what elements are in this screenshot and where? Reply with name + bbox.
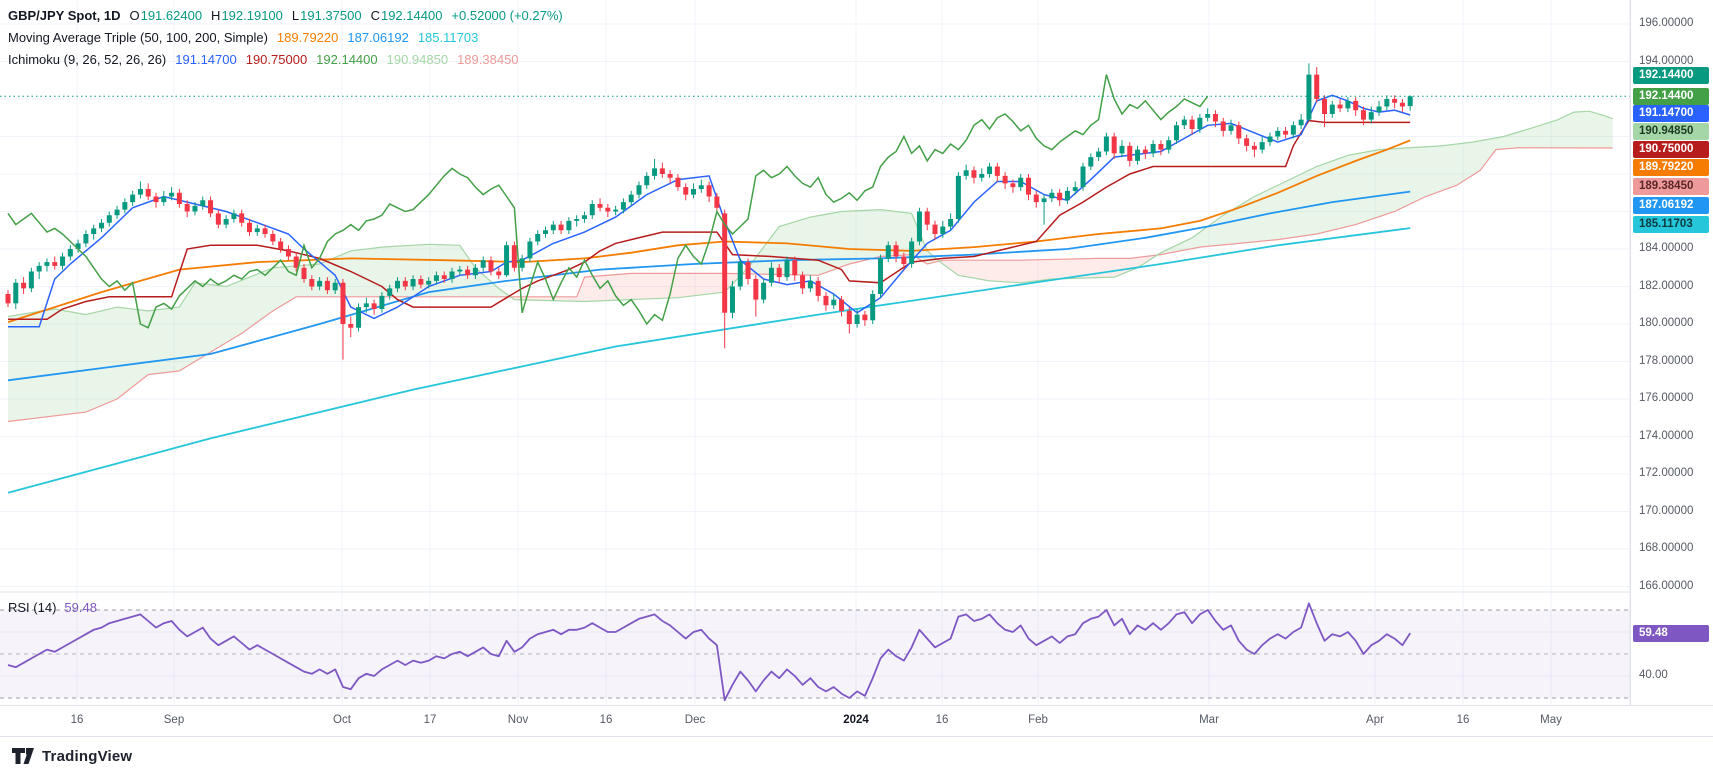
price-badge-190.94850: 190.94850 <box>1633 122 1709 140</box>
ohlc-open: O 191.62400 <box>129 8 202 23</box>
kijun-sen-line <box>8 119 1411 321</box>
high-value: 192.19100 <box>221 7 283 23</box>
ma200-line <box>7 227 1411 494</box>
price-tick-label: 184.00000 <box>1639 242 1694 254</box>
change-value: +0.52000 (+0.27%) <box>451 7 563 23</box>
price-tick-label: 182.00000 <box>1639 279 1694 292</box>
chikou-span-line <box>7 74 1209 329</box>
close-value: 192.14400 <box>380 7 443 23</box>
footer: TradingView <box>12 748 132 765</box>
ohlc-high: H 192.19100 <box>211 8 283 23</box>
price-tick-label: 196.00000 <box>1639 17 1694 29</box>
time-axis[interactable]: 16 Sep Oct 17 Nov 16 Dec 2024 16 Feb Mar Apr 16 May <box>0 705 1713 737</box>
price-tick-label: 178.00000 <box>1639 354 1694 367</box>
time-tick-label-16: 16 <box>599 714 613 726</box>
time-tick-label-Oct: Oct <box>333 714 351 726</box>
senkou-span-a-line <box>7 110 1613 318</box>
ma-value-1: 187.06192 <box>347 29 409 45</box>
price-badge-187.06192: 187.06192 <box>1633 196 1709 214</box>
ichimoku-cloud <box>8 111 1613 422</box>
tenkan-sen-line <box>8 94 1411 328</box>
price-badge-191.14700: 191.14700 <box>1633 104 1709 122</box>
ma-legend-row[interactable]: Moving Average Triple (50, 100, 200, Sim… <box>8 26 563 48</box>
ichimoku-values: 191.14700 190.75000 192.14400 190.94850 189.… <box>175 52 527 67</box>
price-badge-59.48: 59.48 <box>1633 624 1709 642</box>
time-tick-label-16: 16 <box>935 714 949 726</box>
price-tick-label: 168.00000 <box>1639 542 1694 554</box>
rsi-legend-row[interactable]: RSI (14) 59.48 <box>8 600 97 615</box>
grid-lines <box>0 0 1630 705</box>
price-tick-label: 166.00000 <box>1639 579 1694 592</box>
price-tick-label: 174.00000 <box>1639 429 1694 442</box>
price-tick-label: 194.00000 <box>1639 54 1694 67</box>
time-tick-label-Feb: Feb <box>1028 714 1048 726</box>
time-tick-label-16: 16 <box>70 714 84 726</box>
price-badge-185.11703: 185.11703 <box>1633 215 1709 233</box>
price-axis[interactable]: 196.00000194.00000192.00000190.00000188.… <box>1630 0 1713 735</box>
ma-value-0: 189.79220 <box>276 29 339 45</box>
time-tick-label-Mar: Mar <box>1199 714 1219 726</box>
price-badge-189.38450: 189.38450 <box>1633 177 1709 195</box>
ichimoku-indicator-title[interactable]: Ichimoku (9, 26, 52, 26, 26) <box>8 51 167 67</box>
chart-legend: GBP/JPY Spot, 1D O 191.62400 H 192.19100… <box>8 4 563 70</box>
time-tick-label-Sep: Sep <box>163 714 185 726</box>
price-tick-label: 180.00000 <box>1639 317 1694 329</box>
price-badge-190.75000: 190.75000 <box>1633 140 1709 158</box>
ma-value-2: 185.11703 <box>417 29 479 45</box>
ma-indicator-title[interactable]: Moving Average Triple (50, 100, 200, Sim… <box>8 29 268 45</box>
time-tick-label-Apr: Apr <box>1366 714 1384 726</box>
rsi-current-value: 59.48 <box>64 600 97 615</box>
tradingview-logo-icon[interactable] <box>12 748 35 765</box>
close-label: C <box>370 7 380 23</box>
ohlc-close: C 192.14400 <box>371 8 443 23</box>
ichimoku-value-4: 189.38450 <box>457 51 519 67</box>
chart-canvas[interactable] <box>0 0 1713 736</box>
time-tick-label-16: 16 <box>1456 714 1470 726</box>
ichimoku-value-3: 190.94850 <box>386 51 449 67</box>
time-tick-label-17: 17 <box>423 714 437 726</box>
rsi-tick-label: 40.00 <box>1639 669 1668 681</box>
candles-series <box>5 63 1413 360</box>
open-label: O <box>129 7 140 23</box>
ichimoku-value-2: 192.14400 <box>316 51 378 67</box>
time-tick-label-May: May <box>1540 714 1562 726</box>
ma-values: 189.79220 187.06192 185.11703 <box>277 30 487 45</box>
ichimoku-value-0: 191.14700 <box>175 51 237 67</box>
rsi-indicator-title[interactable]: RSI (14) <box>8 600 57 615</box>
price-tick-label: 170.00000 <box>1639 504 1694 517</box>
time-tick-label-Dec: Dec <box>684 714 706 726</box>
symbol-title[interactable]: GBP/JPY Spot, 1D <box>8 7 121 23</box>
open-value: 191.62400 <box>140 7 203 23</box>
low-label: L <box>291 7 300 23</box>
ichimoku-value-1: 190.75000 <box>245 51 308 67</box>
price-badge-192.14400: 192.14400 <box>1633 87 1709 105</box>
high-label: H <box>211 7 221 23</box>
price-tick-label: 176.00000 <box>1639 392 1694 404</box>
brand-name[interactable]: TradingView <box>42 748 133 765</box>
low-value: 191.37500 <box>300 7 362 23</box>
ichimoku-legend-row[interactable]: Ichimoku (9, 26, 52, 26, 26) 191.14700 19… <box>8 48 563 70</box>
price-badge-189.79220: 189.79220 <box>1633 158 1709 176</box>
senkou-span-b-line <box>7 147 1613 423</box>
price-tick-label: 172.00000 <box>1639 467 1694 479</box>
ma50-line <box>7 139 1411 323</box>
time-tick-label-Nov: Nov <box>507 714 529 726</box>
time-tick-label-2024: 2024 <box>843 714 869 726</box>
ohlc-low: L 191.37500 <box>292 8 362 23</box>
symbol-legend-row[interactable]: GBP/JPY Spot, 1D O 191.62400 H 192.19100… <box>8 4 563 26</box>
rsi-line <box>7 602 1411 702</box>
price-badge-192.14400: 192.14400 <box>1633 66 1709 84</box>
